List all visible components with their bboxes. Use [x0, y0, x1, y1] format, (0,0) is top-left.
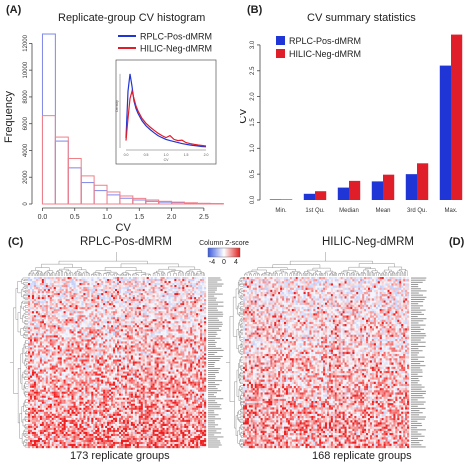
summary-bar [405, 174, 417, 200]
y-tick-label: 0.0 [250, 195, 256, 204]
category-label: Median [339, 208, 359, 214]
y-tick-label: 2.0 [250, 92, 256, 101]
category-label: 1st Qu. [305, 208, 325, 214]
y-tick-label: 8000 [23, 90, 29, 104]
y-tick-label: 2.5 [250, 66, 256, 75]
x-tick-label: 0.0 [38, 214, 48, 221]
color-key-tick: 4 [234, 259, 238, 266]
y-tick-label: 3.0 [250, 40, 256, 49]
summary-bar [417, 163, 429, 200]
x-tick-label: 0.5 [70, 214, 80, 221]
panel-c-title: RPLC-Pos-dMRM [80, 236, 173, 248]
y-tick-label: 4000 [23, 143, 29, 157]
summary-bar [281, 199, 293, 200]
category-label: Min. [275, 208, 287, 214]
y-tick-label: 10000 [23, 61, 29, 78]
legend-label: HILIC-Neg-dMRM [140, 44, 212, 54]
row-labels-d [411, 277, 427, 448]
y-tick-label: 1.5 [250, 118, 256, 127]
x-tick-label: 2.0 [167, 214, 177, 221]
panel-b-title: CV summary statistics [307, 12, 416, 24]
x-tick-label: 2.5 [199, 214, 209, 221]
y-axis-label: CV [240, 108, 249, 124]
category-label: Mean [375, 208, 390, 214]
legend-label: HILIC-Neg-dMRM [289, 49, 361, 59]
panel-c-footer: 173 replicate groups [70, 450, 170, 462]
row-dendrogram-c [10, 277, 28, 448]
inset-density-line [125, 88, 207, 147]
col-dendrogram-d [244, 252, 408, 276]
summary-bar [337, 187, 349, 200]
color-key-bar [207, 247, 241, 258]
y-tick-label: 12000 [23, 34, 29, 51]
panel-c-letter: (C) [8, 236, 24, 248]
category-label: Max. [444, 208, 457, 214]
inset-tick-label: 0.5 [144, 153, 149, 157]
y-tick-label: 0.5 [250, 169, 256, 178]
inset-tick-label: 2.0 [204, 153, 209, 157]
y-tick-label: 6000 [23, 116, 29, 130]
color-key-title: Column Z-score [199, 240, 249, 247]
inset-tick-label: 1.5 [184, 153, 189, 157]
legend-label: RPLC-Pos-dMRM [140, 32, 212, 42]
x-tick-label: 1.0 [102, 214, 112, 221]
panel-d-title: HILIC-Neg-dMRM [322, 236, 415, 248]
summary-bar [269, 199, 281, 200]
inset-x-label: CV [164, 158, 170, 162]
inset-y-label: Density [115, 100, 119, 112]
summary-bar [371, 181, 383, 200]
panel-d-footer: 168 replicate groups [312, 450, 412, 462]
summary-bar [439, 65, 451, 200]
y-tick-label: 0 [23, 202, 29, 206]
summary-bar [349, 180, 361, 200]
panel-b-letter: (B) [247, 4, 263, 16]
summary-bar [303, 193, 315, 200]
legend-label: RPLC-Pos-dMRM [289, 36, 361, 46]
row-labels-c [208, 277, 224, 448]
panel-a-letter: (A) [6, 4, 22, 16]
panel-d-letter: (D) [449, 236, 465, 248]
summary-bar [315, 191, 327, 200]
x-tick-label: 1.5 [134, 214, 144, 221]
y-tick-label: 2000 [23, 170, 29, 184]
inset-density-line [125, 73, 207, 148]
y-tick-label: 1.0 [250, 143, 256, 152]
cv-histogram: 0.0 0.5 1.0 1.5 2.0 2.5 0 2000 4000 6000 8000 10000… [3, 32, 224, 234]
inset-tick-label: 0.0 [124, 153, 129, 157]
panel-a-title: Replicate-group CV histogram [58, 12, 206, 24]
cv-summary-chart: 0.0 0.5 1.0 1.5 2.0 2.5 3.0 CV Min. 1st Qu. Median… [240, 34, 463, 214]
summary-bar [383, 174, 395, 200]
row-dendrogram-d [226, 277, 243, 448]
color-key-tick: -4 [209, 259, 215, 266]
col-dendrogram-c [28, 252, 205, 276]
y-axis-label: Frequency [3, 91, 15, 143]
inset-tick-label: 1.0 [164, 153, 169, 157]
category-label: 3rd Qu. [407, 208, 427, 214]
legend-swatch [276, 49, 285, 58]
heatmap-c [28, 277, 207, 449]
color-key-tick: 0 [222, 259, 226, 266]
summary-bar [451, 34, 463, 200]
legend-swatch [276, 36, 285, 45]
x-axis-label: CV [116, 222, 132, 234]
heatmap-d [243, 277, 410, 449]
